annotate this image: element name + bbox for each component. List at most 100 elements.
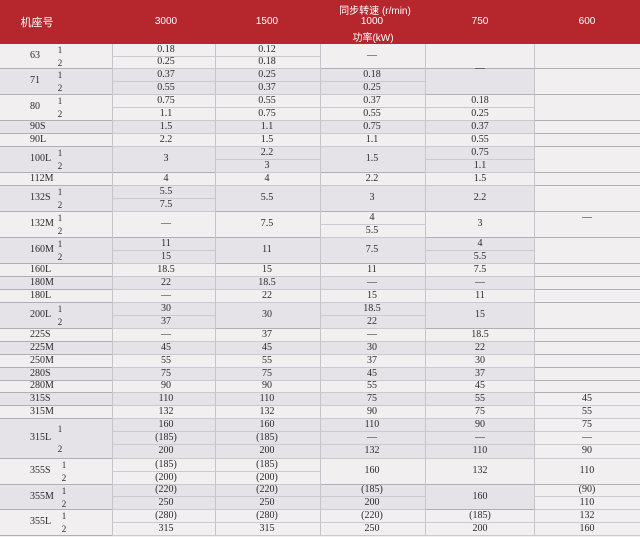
cell-rule — [320, 380, 425, 381]
cell-rule — [425, 458, 534, 459]
cell-rule — [215, 81, 320, 82]
cell-rule — [320, 522, 425, 523]
cell-rule — [215, 146, 320, 147]
power-cell: 160 — [259, 418, 275, 430]
power-cell: 37 — [161, 315, 171, 327]
speed-heading-1000: 1000 — [360, 16, 384, 27]
cell-rule — [425, 107, 534, 108]
cell-rule — [320, 496, 425, 497]
power-cell: 4 — [477, 237, 483, 249]
cell-rule — [215, 185, 320, 186]
frame-variant-label: 1 — [57, 213, 63, 224]
power-cell: 7.5 — [159, 198, 173, 210]
power-cell: 110 — [579, 496, 595, 508]
power-cell: 160 — [579, 522, 595, 534]
cell-rule — [112, 315, 215, 316]
power-cell: 110 — [472, 445, 488, 456]
table-header: 机座号 同步转速 (r/min) 功率(kW) 3000 1500 1000 7… — [0, 0, 640, 44]
row-shade — [0, 341, 534, 354]
power-cell: 90 — [475, 418, 485, 430]
power-cell: (185) — [361, 484, 383, 495]
cell-rule — [320, 94, 425, 95]
cell-rule — [425, 276, 534, 277]
power-cell: 30 — [475, 354, 485, 366]
cell-rule — [425, 302, 534, 303]
cell-rule — [320, 405, 425, 406]
cell-rule — [112, 392, 215, 393]
frame-size-label: 315L — [30, 432, 52, 443]
cell-rule — [112, 471, 215, 472]
power-cell: 37 — [367, 354, 377, 366]
power-cell: (185) — [469, 509, 491, 521]
frame-variant-label: 1 — [57, 187, 63, 198]
power-cell: 55 — [367, 380, 377, 391]
power-cell: — — [367, 328, 377, 340]
power-cell: 0.75 — [258, 107, 276, 119]
frame-size-label: 71 — [30, 75, 40, 86]
frame-size-label: 132S — [30, 192, 51, 203]
cell-rule — [425, 380, 534, 381]
cell-rule — [534, 405, 640, 406]
power-cell: 1.1 — [159, 107, 173, 119]
cell-rule — [425, 392, 534, 393]
cell-rule — [425, 263, 534, 264]
power-cell: 0.37 — [363, 94, 381, 106]
cell-rule — [215, 94, 320, 95]
power-cell: (200) — [256, 471, 278, 483]
power-cell: 18.5 — [471, 328, 489, 340]
frame-size-label: 250M — [30, 354, 54, 366]
power-cell: 110 — [158, 392, 174, 404]
row-shade — [0, 276, 534, 289]
cell-rule — [112, 107, 215, 108]
frame-variant-label: 2 — [61, 473, 67, 484]
power-cell: 5.5 — [473, 250, 487, 262]
cell-rule — [425, 159, 534, 160]
power-cell: 37 — [475, 367, 485, 379]
cell-rule — [320, 146, 425, 147]
frame-size-label: 225S — [30, 328, 51, 340]
power-cell: 55 — [262, 354, 272, 366]
power-cell: (185) — [256, 431, 278, 443]
power-cell: 0.25 — [363, 81, 381, 93]
power-cell: 45 — [262, 341, 272, 353]
cell-rule — [215, 405, 320, 406]
cell-rule — [320, 120, 425, 121]
power-cell: 0.18 — [258, 56, 276, 67]
power-cell: 0.55 — [258, 94, 276, 106]
power-cell: 200 — [364, 496, 380, 508]
frame-variant-label: 1 — [61, 485, 67, 496]
power-cell: 75 — [475, 405, 485, 417]
power-cell: 5.5 — [260, 192, 274, 203]
power-cell: 0.18 — [471, 94, 489, 106]
cell-rule — [215, 418, 320, 419]
power-cell: 30 — [367, 341, 377, 353]
cell-rule — [215, 509, 320, 510]
row-shade — [0, 418, 534, 458]
frame-size-label: 112M — [30, 172, 54, 184]
frame-variant-label: 1 — [57, 239, 63, 250]
power-cell: 7.5 — [365, 244, 379, 255]
synchronous-speed-heading: 同步转速 (r/min) — [339, 6, 411, 17]
power-cell: 55 — [582, 405, 592, 417]
cell-rule — [425, 431, 534, 432]
cell-rule — [215, 107, 320, 108]
power-cell: 3 — [264, 159, 270, 171]
frame-size-label: 63 — [30, 50, 40, 61]
power-cell: 11 — [161, 237, 171, 249]
frame-variant-label: 1 — [57, 423, 63, 434]
power-cell: 90 — [161, 380, 171, 391]
power-cell: 5.5 — [365, 224, 379, 236]
power-cell: 18.5 — [258, 276, 276, 288]
power-cell: 90 — [367, 405, 377, 417]
cell-rule — [425, 535, 534, 536]
power-cell: 0.12 — [258, 44, 276, 55]
power-cell: (280) — [256, 509, 278, 521]
cell-rule — [112, 341, 215, 342]
power-cell: 132 — [364, 445, 380, 456]
power-cell: 45 — [367, 367, 377, 379]
cell-rule — [425, 405, 534, 406]
row-shade — [0, 392, 534, 405]
power-cell: 22 — [161, 276, 171, 288]
power-cell: 1.5 — [473, 172, 487, 184]
power-cell: 18.5 — [157, 263, 175, 275]
